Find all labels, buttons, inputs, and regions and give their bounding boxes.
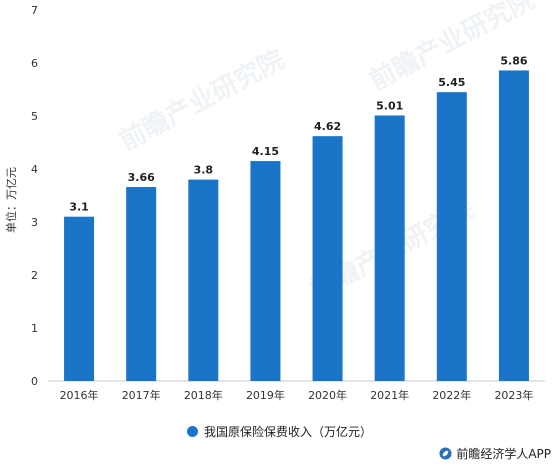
data-label: 3.8 [194,164,214,177]
bar [250,161,281,381]
bar [126,187,157,381]
y-tick-label: 5 [31,110,38,123]
leaf-logo-icon [439,447,452,460]
y-tick-label: 6 [31,57,38,70]
data-label: 5.86 [500,54,527,67]
legend: 我国原保险保费收入（万亿元） [0,423,559,440]
y-axis-ticks: 0 1 2 3 4 5 6 7 [31,4,38,388]
bar [436,92,467,382]
x-tick-label: 2016年 [60,388,99,402]
legend-label: 我国原保险保费收入（万亿元） [203,425,372,439]
y-tick-label: 2 [31,269,38,282]
bar [188,179,219,381]
y-tick-label: 7 [31,4,38,17]
x-tick-label: 2018年 [184,388,223,402]
y-tick-label: 1 [31,322,38,335]
y-tick-label: 4 [31,163,38,176]
x-tick-label: 2019年 [246,388,285,402]
bar [312,136,343,381]
data-label: 5.01 [376,99,403,112]
data-label: 3.66 [128,171,155,184]
y-tick-label: 3 [31,216,38,229]
data-label: 3.1 [69,201,89,214]
data-labels: 3.1 3.66 3.8 4.15 4.62 5.01 5.45 5.86 [69,54,528,213]
data-label: 4.62 [314,120,341,133]
data-label: 4.15 [252,145,279,158]
y-axis-label: 单位：万亿元 [4,167,18,233]
y-tick-label: 0 [31,375,38,388]
legend-marker [186,426,198,437]
bars [64,70,529,382]
x-tick-label: 2023年 [494,388,533,402]
x-tick-label: 2020年 [308,388,347,402]
x-tick-label: 2017年 [122,388,161,402]
bar-chart: 单位：万亿元 0 1 2 3 4 5 6 7 3.1 3.66 3.8 4.15 4.62 5.01 5.… [4,4,545,402]
source-text: 前瞻经济学人APP [456,447,551,461]
x-tick-label: 2022年 [432,388,471,402]
x-axis-ticks: 2016年 2017年 2018年 2019年 2020年 2021年 2022年 2023年 [60,388,534,402]
bar [374,115,405,381]
data-label: 5.45 [438,76,465,89]
bar [64,216,95,381]
source-credit: 前瞻经济学人APP [439,445,551,462]
x-tick-label: 2021年 [370,388,409,402]
bar [498,70,529,382]
